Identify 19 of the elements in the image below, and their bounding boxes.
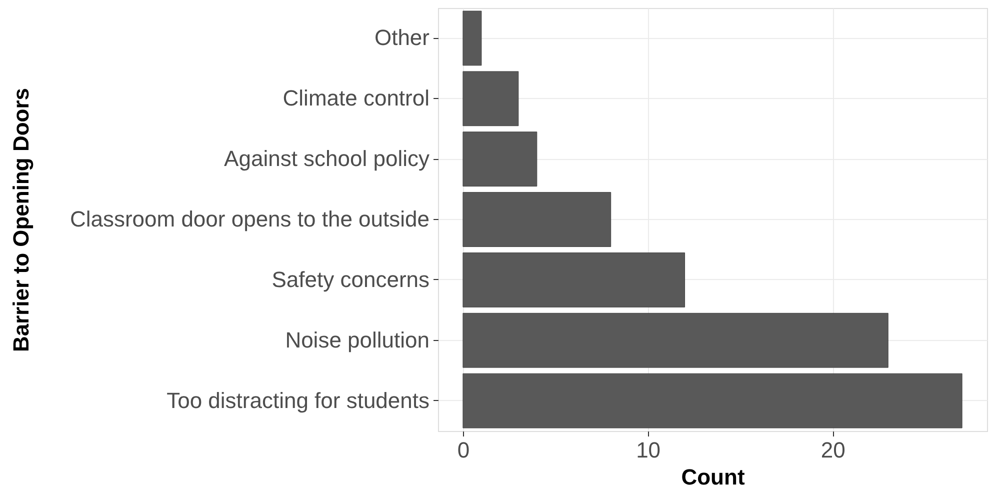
y-tick-label: Other <box>374 25 430 50</box>
y-tick-label: Noise pollution <box>285 327 430 352</box>
bar <box>462 373 962 428</box>
y-tick-label: Climate control <box>282 86 430 111</box>
x-axis-title: Count <box>681 464 746 490</box>
bar <box>462 312 888 368</box>
y-axis-title: Barrier to Opening Doors <box>8 88 34 352</box>
bar <box>462 252 686 308</box>
y-tick-label: Classroom door opens to the outside <box>70 206 430 232</box>
y-tick-label: Safety concerns <box>272 266 430 292</box>
x-tick-label: 0 <box>457 438 470 462</box>
bar <box>462 192 612 247</box>
x-tick-label: 10 <box>636 438 661 462</box>
x-tick-label: 20 <box>820 438 846 462</box>
bar <box>462 71 519 126</box>
bar <box>462 10 482 66</box>
y-tick-label: Against school policy <box>224 146 430 172</box>
y-tick-label: Too distracting for students <box>166 388 430 413</box>
bar <box>462 132 538 187</box>
